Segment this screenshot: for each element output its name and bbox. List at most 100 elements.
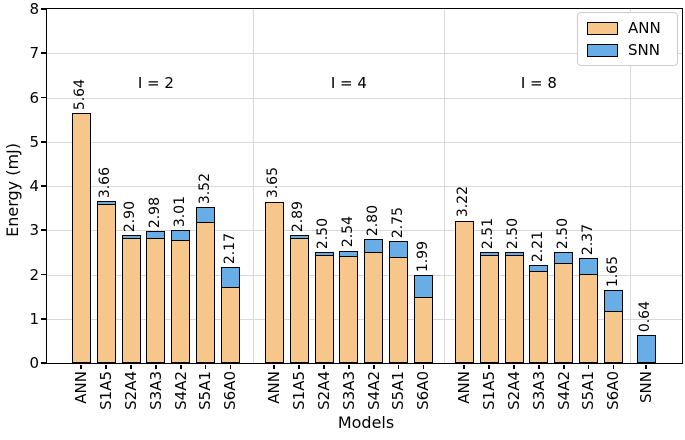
bar-value-label: 0.64 bbox=[636, 240, 656, 332]
bar-value-text: 2.51 bbox=[480, 217, 497, 249]
bar-ann-segment bbox=[479, 254, 499, 363]
x-tick bbox=[80, 364, 82, 369]
x-tick bbox=[587, 364, 590, 369]
bar-value-text: 2.89 bbox=[290, 200, 307, 233]
bar-ann-segment bbox=[364, 251, 384, 363]
x-tick-text: S2A4 bbox=[504, 371, 523, 410]
x-tick-label: S1A5 bbox=[479, 371, 499, 437]
x-tick bbox=[298, 364, 300, 369]
legend-swatch-snn-icon bbox=[587, 43, 618, 57]
bar-snn-segment bbox=[414, 274, 434, 298]
bar-ann-segment bbox=[414, 296, 434, 363]
bar-value-label: 2.80 bbox=[364, 144, 384, 236]
bar-ann-segment bbox=[289, 237, 309, 363]
bar-snn-segment bbox=[504, 252, 524, 257]
x-tick-text: S1A5 bbox=[289, 371, 308, 410]
x-tick-label: S6A0 bbox=[604, 371, 624, 437]
x-tick-text: S1A5 bbox=[479, 371, 498, 410]
bar-value-label: 2.89 bbox=[289, 140, 309, 232]
bar-ann-segment bbox=[171, 239, 191, 363]
x-tick-label: S6A0 bbox=[221, 371, 241, 437]
x-tick-label: SNN bbox=[636, 371, 656, 437]
bar-value-text: 1.65 bbox=[604, 255, 621, 287]
bar-snn-segment bbox=[96, 201, 116, 205]
bar-snn-segment bbox=[529, 265, 549, 272]
x-tick-text: SNN bbox=[636, 371, 655, 403]
x-tick bbox=[273, 364, 275, 369]
bar-value-text: 2.54 bbox=[340, 216, 357, 248]
x-tick-text: S3A3 bbox=[529, 371, 548, 410]
bar-snn-segment bbox=[121, 234, 141, 239]
group-label: I = 4 bbox=[330, 74, 367, 92]
x-tick-text: S1A5 bbox=[96, 371, 115, 410]
bar-value-text: 2.98 bbox=[147, 196, 164, 229]
bar-value-label: 3.22 bbox=[454, 126, 474, 217]
x-tick-label: S4A2 bbox=[554, 371, 574, 437]
x-tick-label: S2A4 bbox=[121, 371, 141, 437]
bar-ann-segment bbox=[339, 255, 359, 363]
bar-value-label: 2.50 bbox=[554, 157, 574, 249]
bar-snn-segment bbox=[554, 252, 574, 265]
plot-area: 0 1 2 3 4 5 6 7 8 I = 2 5.64 ANN 3.66 S1A5 2.90 S2A4 2.9… bbox=[29, 0, 683, 410]
y-tick-label: 7 bbox=[29, 44, 39, 63]
bar-snn-segment bbox=[579, 258, 599, 276]
x-tick-label: S4A2 bbox=[171, 371, 191, 437]
bar-value-label: 2.51 bbox=[479, 157, 499, 249]
x-tick-text: S3A3 bbox=[339, 371, 358, 410]
bar-value-label: 1.65 bbox=[604, 195, 624, 287]
bar-snn-segment bbox=[389, 241, 409, 259]
y-tick-label: 4 bbox=[29, 177, 39, 195]
bar-snn-segment bbox=[146, 231, 166, 239]
group-label: I = 8 bbox=[520, 74, 557, 92]
bar-value-label: 2.37 bbox=[579, 163, 599, 255]
x-tick bbox=[422, 364, 425, 369]
bar-value-text: 3.52 bbox=[196, 173, 213, 205]
y-tick-label: 8 bbox=[29, 0, 39, 18]
x-tick-text: S5A1 bbox=[196, 371, 215, 410]
x-tick bbox=[397, 364, 400, 369]
x-tick bbox=[323, 364, 325, 369]
x-tick-text: S6A0 bbox=[221, 371, 240, 410]
x-tick bbox=[612, 364, 615, 369]
y-tick-label: 3 bbox=[29, 221, 39, 240]
bar-value-label: 2.17 bbox=[221, 172, 241, 264]
gridline bbox=[47, 141, 682, 143]
legend-swatch-ann-icon bbox=[587, 21, 618, 35]
group-separator-line bbox=[443, 9, 445, 363]
x-axis-label: Models bbox=[337, 413, 395, 432]
bar-snn-segment bbox=[339, 250, 359, 257]
bar-value-label: 2.98 bbox=[146, 136, 166, 228]
bar-value-label: 2.50 bbox=[314, 157, 334, 249]
bar-ann-segment bbox=[96, 203, 116, 363]
bar-value-text: 2.50 bbox=[315, 218, 332, 250]
bar-snn-segment bbox=[171, 229, 191, 241]
x-tick bbox=[348, 364, 350, 369]
gridline bbox=[47, 97, 682, 99]
y-tick-label: 6 bbox=[29, 88, 39, 107]
bar-value-text: 2.17 bbox=[221, 232, 238, 264]
bar-snn-segment bbox=[314, 252, 334, 257]
bar-value-label: 3.52 bbox=[196, 112, 216, 204]
x-tick-label: S1A5 bbox=[96, 371, 116, 437]
y-tick bbox=[40, 229, 46, 232]
x-tick-label: S1A5 bbox=[289, 371, 309, 437]
gridline bbox=[47, 53, 682, 55]
x-tick-text: ANN bbox=[71, 371, 90, 404]
x-tick-label: ANN bbox=[454, 371, 474, 437]
y-tick bbox=[40, 273, 46, 276]
y-tick bbox=[40, 52, 46, 55]
gridline bbox=[47, 230, 682, 232]
x-tick bbox=[229, 364, 232, 369]
gridline bbox=[47, 186, 682, 187]
x-tick bbox=[373, 364, 375, 369]
bar-ann-segment bbox=[314, 254, 334, 363]
bar-value-text: 2.50 bbox=[555, 218, 572, 250]
x-tick-text: S4A2 bbox=[171, 371, 190, 410]
bar-ann-segment bbox=[264, 201, 284, 363]
y-tick-label: 0 bbox=[29, 354, 39, 372]
bar-value-text: 2.21 bbox=[530, 231, 547, 263]
x-tick-label: S5A1 bbox=[579, 371, 599, 437]
bar-value-text: 2.37 bbox=[579, 223, 596, 256]
x-tick bbox=[105, 364, 107, 369]
legend-entry-ann: ANN bbox=[587, 20, 668, 36]
